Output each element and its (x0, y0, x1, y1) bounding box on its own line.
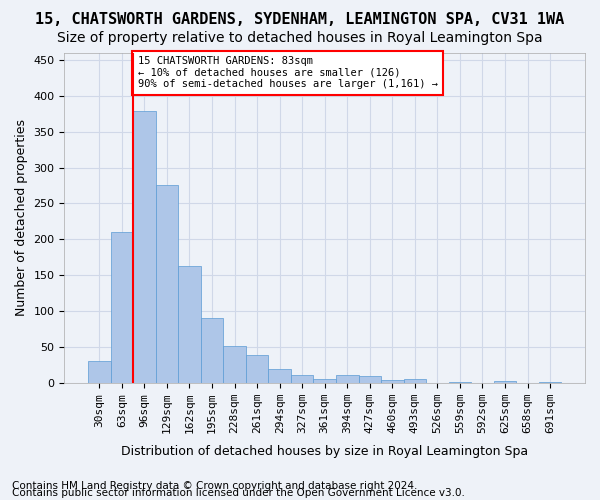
Bar (178, 266, 201, 383)
Bar (359, 376, 381, 383)
Bar (110, 232, 133, 383)
Bar (291, 374, 313, 383)
Bar (404, 379, 426, 383)
Bar (155, 186, 178, 383)
Bar (313, 379, 336, 383)
Text: 15, CHATSWORTH GARDENS, SYDENHAM, LEAMINGTON SPA, CV31 1WA: 15, CHATSWORTH GARDENS, SYDENHAM, LEAMIN… (35, 12, 565, 28)
Text: Contains public sector information licensed under the Open Government Licence v3: Contains public sector information licen… (12, 488, 465, 498)
Bar (133, 112, 155, 383)
Bar (539, 382, 562, 383)
Bar (381, 380, 404, 383)
Bar (223, 346, 246, 383)
Text: 15 CHATSWORTH GARDENS: 83sqm
← 10% of detached houses are smaller (126)
90% of s: 15 CHATSWORTH GARDENS: 83sqm ← 10% of de… (137, 56, 437, 90)
X-axis label: Distribution of detached houses by size in Royal Leamington Spa: Distribution of detached houses by size … (121, 444, 528, 458)
Text: Size of property relative to detached houses in Royal Leamington Spa: Size of property relative to detached ho… (57, 31, 543, 45)
Text: Contains HM Land Registry data © Crown copyright and database right 2024.: Contains HM Land Registry data © Crown c… (12, 481, 418, 491)
Bar (494, 381, 516, 383)
Bar (88, 361, 110, 383)
Bar (449, 382, 471, 383)
Bar (268, 369, 291, 383)
Bar (336, 376, 359, 383)
Y-axis label: Number of detached properties: Number of detached properties (15, 120, 28, 316)
Bar (246, 355, 268, 383)
Bar (201, 318, 223, 383)
